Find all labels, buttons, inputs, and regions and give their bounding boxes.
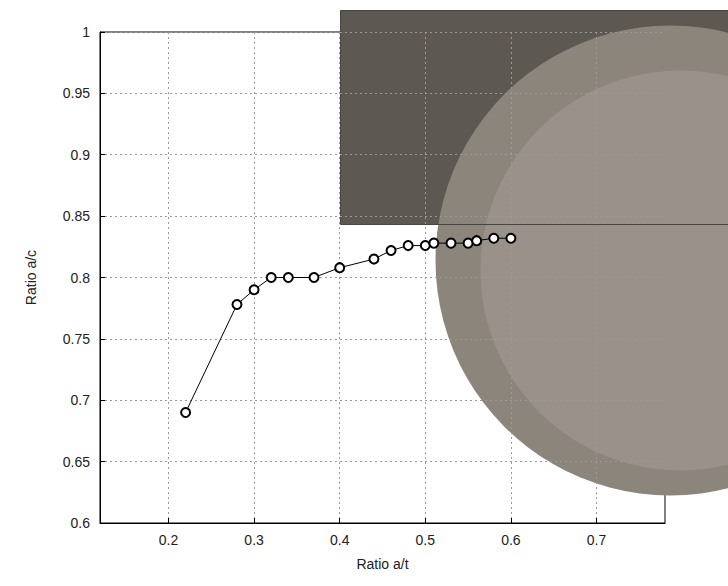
svg-text:0.2: 0.2 bbox=[159, 532, 179, 548]
svg-text:0.7: 0.7 bbox=[587, 532, 607, 548]
svg-text:0.7: 0.7 bbox=[71, 392, 91, 408]
svg-text:Ratio a/c: Ratio a/c bbox=[23, 250, 39, 305]
svg-text:Ratio a/t: Ratio a/t bbox=[356, 556, 408, 572]
svg-text:0.6: 0.6 bbox=[501, 532, 521, 548]
svg-text:0.3: 0.3 bbox=[244, 532, 264, 548]
svg-text:0.5: 0.5 bbox=[416, 532, 436, 548]
svg-text:0.8: 0.8 bbox=[71, 270, 91, 286]
svg-text:0.4: 0.4 bbox=[330, 532, 350, 548]
svg-text:0.9: 0.9 bbox=[71, 147, 91, 163]
svg-text:0.85: 0.85 bbox=[63, 208, 90, 224]
svg-text:0.65: 0.65 bbox=[63, 454, 90, 470]
svg-text:1: 1 bbox=[82, 24, 90, 40]
svg-text:0.75: 0.75 bbox=[63, 331, 90, 347]
svg-text:0.6: 0.6 bbox=[71, 515, 91, 531]
svg-text:0.95: 0.95 bbox=[63, 85, 90, 101]
